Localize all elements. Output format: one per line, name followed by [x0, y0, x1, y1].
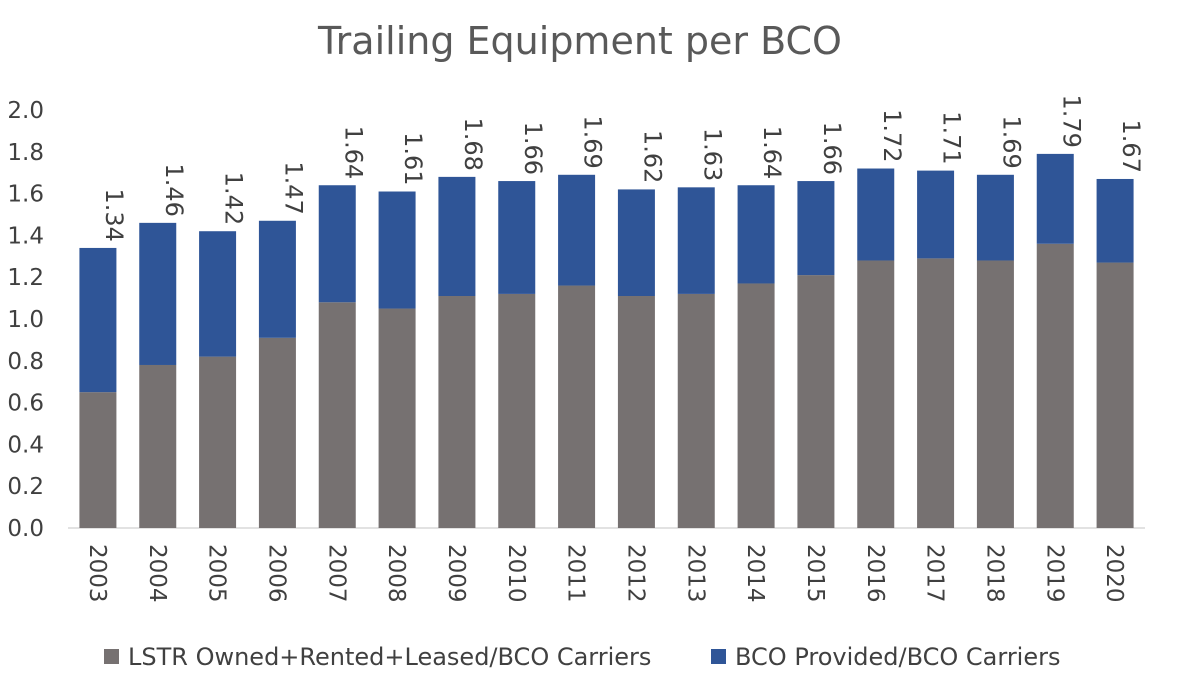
bar-segment-bco	[857, 168, 895, 261]
x-tick-label: 2018	[981, 544, 1007, 603]
bar-segment-lstr	[139, 364, 177, 528]
bar-segment-lstr	[79, 392, 117, 528]
total-data-label: 1.34	[100, 189, 128, 242]
bar-segment-bco	[199, 231, 237, 357]
y-tick-label: 2.0	[7, 98, 44, 124]
bar-segment-lstr	[498, 293, 536, 528]
y-tick-label: 1.4	[7, 223, 44, 249]
total-data-label: 1.72	[878, 109, 906, 162]
bar-segment-lstr	[1036, 243, 1074, 528]
bar-segment-lstr	[438, 296, 476, 528]
y-tick-label: 1.6	[7, 182, 44, 208]
bar-segment-lstr	[318, 302, 356, 528]
bar-segment-bco	[79, 247, 117, 393]
y-tick-label: 1.8	[7, 140, 44, 166]
total-data-label: 1.67	[1117, 120, 1145, 173]
y-tick-label: 0.6	[7, 391, 44, 417]
bar-segment-bco	[797, 181, 835, 276]
total-data-label: 1.66	[519, 122, 547, 175]
y-tick-label: 0.4	[7, 432, 44, 458]
bar-segment-bco	[139, 222, 177, 365]
legend-swatch-lstr	[104, 649, 119, 664]
bar-segment-bco	[677, 187, 715, 294]
total-data-label: 1.62	[638, 130, 666, 183]
bar-segment-bco	[737, 185, 775, 284]
bar-segment-lstr	[737, 283, 775, 528]
bar-segment-bco	[558, 174, 596, 286]
plot-area: 0.0 0.2 0.4 0.6 0.8 1.0 1.2 1.4 1.6 1.8 2.0 1.34 200…	[7, 94, 1145, 602]
x-tick-label: 2017	[922, 544, 948, 603]
y-tick-label: 0.2	[7, 474, 44, 500]
bar-segment-bco	[318, 185, 356, 303]
x-tick-label: 2016	[862, 544, 888, 603]
bar-segment-lstr	[917, 258, 955, 528]
x-tick-label: 2007	[323, 544, 349, 603]
bar-segment-lstr	[976, 260, 1014, 528]
total-data-label: 1.69	[997, 115, 1025, 168]
chart-title: Trailing Equipment per BCO	[317, 19, 842, 63]
legend-label-lstr: LSTR Owned+Rented+Leased/BCO Carriers	[128, 643, 651, 671]
bar-segment-bco	[617, 189, 655, 297]
bar-segment-lstr	[677, 293, 715, 528]
x-tick-label: 2004	[144, 544, 170, 603]
bar-segment-bco	[1036, 153, 1074, 244]
bar-segment-lstr	[857, 260, 895, 528]
x-tick-label: 2015	[802, 544, 828, 603]
x-tick-label: 2011	[563, 544, 589, 603]
x-tick-label: 2010	[503, 544, 529, 603]
bar-segment-bco	[917, 170, 955, 259]
bar-segment-bco	[498, 181, 536, 294]
bar-segment-lstr	[378, 308, 416, 528]
x-tick-label: 2020	[1101, 544, 1127, 603]
bar-segment-lstr	[617, 296, 655, 528]
bar-segment-lstr	[199, 356, 237, 528]
total-data-label: 1.66	[818, 122, 846, 175]
total-data-label: 1.63	[698, 128, 726, 181]
bar-segment-lstr	[558, 285, 596, 528]
total-data-label: 1.69	[579, 115, 607, 168]
x-tick-label: 2014	[742, 544, 768, 603]
x-tick-label: 2003	[84, 544, 110, 603]
bar-segment-bco	[438, 176, 476, 297]
total-data-label: 1.42	[220, 172, 248, 225]
bar-segment-bco	[1096, 178, 1134, 263]
y-tick-label: 0.0	[7, 516, 44, 542]
total-data-label: 1.47	[279, 161, 307, 214]
total-data-label: 1.64	[339, 126, 367, 179]
bar-segment-lstr	[258, 337, 296, 528]
total-data-label: 1.64	[758, 126, 786, 179]
legend-swatch-bco	[711, 649, 726, 664]
y-tick-label: 1.0	[7, 307, 44, 333]
bar-segment-bco	[258, 220, 296, 338]
total-data-label: 1.79	[1057, 94, 1085, 147]
bar-segment-bco	[378, 191, 416, 309]
bar-segment-lstr	[1096, 262, 1134, 528]
total-data-label: 1.68	[459, 117, 487, 170]
total-data-label: 1.61	[399, 132, 427, 185]
total-data-label: 1.46	[160, 163, 188, 216]
x-tick-label: 2019	[1041, 544, 1067, 603]
bar-segment-bco	[976, 174, 1014, 261]
legend: LSTR Owned+Rented+Leased/BCO Carriers BCO…	[104, 643, 1061, 671]
x-tick-label: 2006	[263, 544, 289, 603]
total-data-label: 1.71	[938, 111, 966, 164]
bar-segment-lstr	[797, 275, 835, 528]
x-tick-label: 2013	[682, 544, 708, 603]
x-tick-label: 2009	[443, 544, 469, 603]
y-tick-label: 0.8	[7, 349, 44, 375]
x-tick-label: 2012	[622, 544, 648, 603]
x-tick-label: 2008	[383, 544, 409, 603]
legend-label-bco: BCO Provided/BCO Carriers	[735, 643, 1061, 671]
x-tick-label: 2005	[204, 544, 230, 603]
y-tick-label: 1.2	[7, 265, 44, 291]
